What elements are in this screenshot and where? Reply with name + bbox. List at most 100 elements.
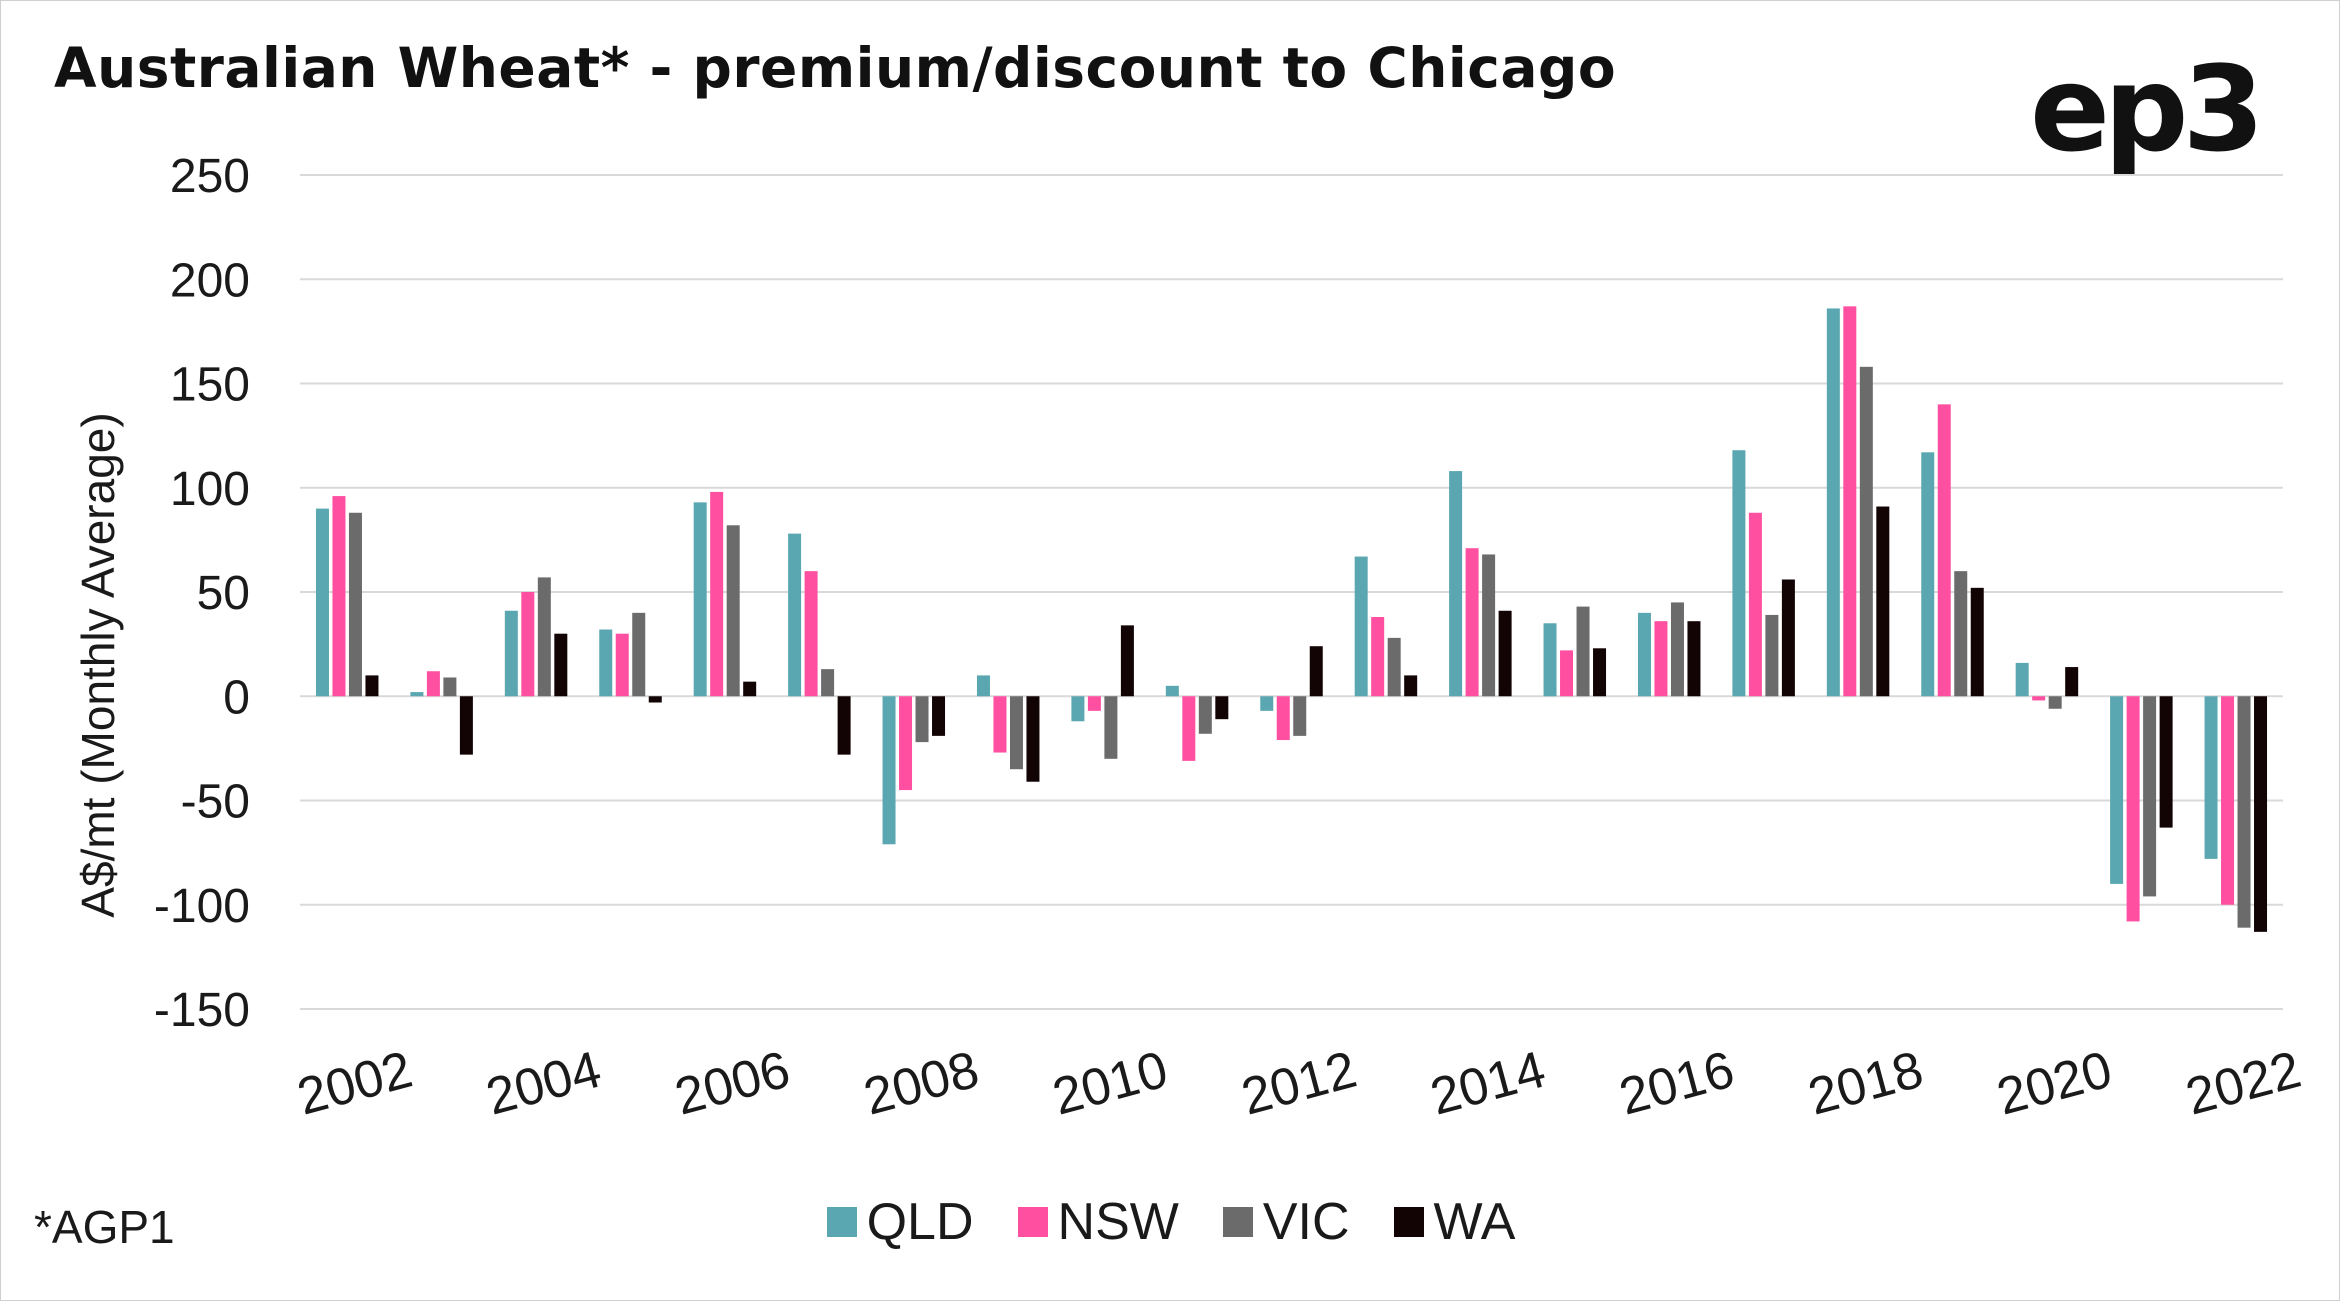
y-tick-label: -150 [154, 984, 250, 1037]
legend-item-wa: WA [1393, 1192, 1516, 1252]
bar-wa-2013 [1404, 675, 1418, 697]
bar-vic-2007 [821, 669, 835, 697]
bar-qld-2008 [882, 696, 896, 845]
bar-vic-2014 [1482, 554, 1496, 697]
bar-nsw-2022 [2221, 696, 2235, 905]
x-tick-label: 2012 [1236, 1041, 1363, 1127]
bar-wa-2011 [1215, 696, 1229, 720]
bar-vic-2016 [1670, 602, 1684, 697]
bar-nsw-2010 [1087, 696, 1101, 711]
bar-nsw-2004 [521, 592, 535, 697]
legend-item-vic: VIC [1222, 1192, 1350, 1252]
bar-vic-2010 [1104, 696, 1118, 759]
bar-nsw-2019 [1937, 404, 1951, 697]
bar-qld-2018 [1826, 308, 1840, 697]
bar-nsw-2009 [993, 696, 1007, 753]
bar-qld-2013 [1354, 556, 1368, 697]
bar-vic-2012 [1293, 696, 1307, 736]
bar-nsw-2014 [1465, 548, 1479, 697]
bar-nsw-2008 [899, 696, 913, 791]
bar-vic-2006 [726, 525, 740, 697]
bar-qld-2007 [788, 533, 802, 697]
bar-vic-2009 [1009, 696, 1023, 770]
bar-qld-2006 [693, 502, 707, 697]
legend-label: VIC [1262, 1193, 1350, 1251]
bar-vic-2004 [537, 577, 551, 697]
bar-nsw-2017 [1748, 512, 1762, 697]
bar-nsw-2021 [2126, 696, 2140, 922]
x-tick-label: 2018 [1802, 1041, 1929, 1127]
bar-qld-2002 [315, 508, 329, 697]
bar-wa-2016 [1687, 621, 1701, 697]
x-tick-label: 2002 [291, 1041, 418, 1127]
bar-wa-2019 [1970, 587, 1984, 697]
legend-label: WA [1433, 1193, 1516, 1251]
bar-vic-2008 [915, 696, 929, 743]
bar-vic-2011 [1198, 696, 1212, 734]
logo-text: ep3 [2030, 40, 2259, 178]
legend-swatch [1222, 1207, 1253, 1237]
x-tick-label: 2014 [1425, 1041, 1552, 1127]
bar-nsw-2020 [2032, 696, 2046, 701]
y-axis-ticks: 250 200 150 100 50 0 -50 -100 -150 [154, 150, 250, 1037]
bar-vic-2003 [443, 677, 457, 697]
bar-wa-2008 [932, 696, 946, 736]
bar-qld-2015 [1543, 623, 1557, 697]
bar-nsw-2015 [1560, 650, 1574, 697]
legend: QLD NSW VIC WA [0, 1192, 2342, 1252]
bar-qld-2012 [1260, 696, 1274, 711]
bars [315, 306, 2268, 932]
bar-vic-2005 [632, 612, 646, 697]
bar-nsw-2003 [426, 671, 440, 697]
bar-wa-2010 [1120, 625, 1134, 697]
bar-qld-2021 [2110, 696, 2124, 884]
bar-qld-2011 [1165, 685, 1179, 697]
y-tick-label: 0 [223, 671, 250, 724]
bar-wa-2006 [743, 681, 757, 697]
bar-qld-2017 [1732, 450, 1746, 697]
bar-qld-2009 [976, 675, 990, 697]
bar-vic-2022 [2237, 696, 2251, 928]
x-tick-label: 2006 [669, 1041, 796, 1127]
legend-label: NSW [1057, 1193, 1179, 1251]
bar-wa-2017 [1781, 579, 1795, 697]
bar-nsw-2018 [1843, 306, 1857, 697]
bar-vic-2013 [1387, 637, 1401, 697]
bar-wa-2004 [554, 633, 568, 697]
x-tick-label: 2008 [858, 1041, 985, 1127]
bar-wa-2002 [365, 675, 379, 697]
bar-vic-2019 [1954, 571, 1968, 697]
bar-qld-2003 [410, 692, 424, 697]
legend-swatch [1017, 1207, 1048, 1237]
y-tick-label: -50 [181, 776, 250, 829]
bar-wa-2003 [459, 696, 473, 755]
y-tick-label: 200 [170, 254, 250, 307]
bar-wa-2012 [1309, 646, 1323, 697]
bar-wa-2007 [837, 696, 851, 755]
bar-wa-2014 [1498, 610, 1512, 697]
bar-wa-2009 [1026, 696, 1040, 782]
bar-vic-2017 [1765, 614, 1779, 697]
y-tick-label: -100 [154, 880, 250, 933]
bar-vic-2021 [2143, 696, 2157, 897]
y-axis-label: A$/mt (Monthly Average) [72, 412, 124, 917]
bar-nsw-2016 [1654, 621, 1668, 697]
gridlines [300, 174, 2283, 1010]
bar-nsw-2013 [1371, 617, 1385, 697]
bar-nsw-2007 [804, 571, 818, 697]
bar-nsw-2006 [710, 491, 724, 697]
bar-qld-2016 [1637, 612, 1651, 697]
chart-title: Australian Wheat* - premium/discount to … [54, 36, 1617, 100]
ep3-logo: ep3 [2030, 40, 2265, 178]
x-tick-label: 2022 [2180, 1041, 2307, 1127]
bar-qld-2022 [2204, 696, 2218, 859]
y-tick-label: 50 [197, 567, 250, 620]
legend-label: QLD [866, 1193, 974, 1251]
bar-nsw-2002 [332, 496, 346, 697]
bar-wa-2021 [2159, 696, 2173, 828]
bar-qld-2010 [1071, 696, 1085, 722]
bar-vic-2018 [1859, 366, 1873, 697]
bar-wa-2020 [2065, 667, 2079, 697]
